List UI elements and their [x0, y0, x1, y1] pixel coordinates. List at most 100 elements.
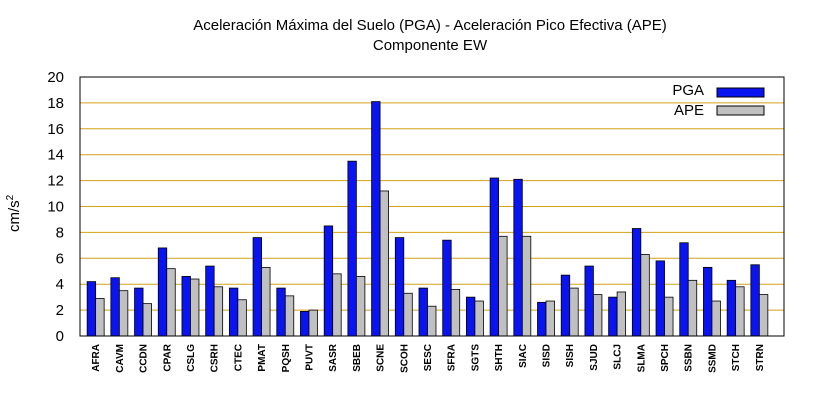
bar-pga-strn [750, 264, 760, 337]
bar-ape-sfra [450, 288, 461, 337]
bar-ape-ssmd [711, 300, 721, 337]
x-tick-label: STCH [731, 344, 742, 371]
y-tick-label: 0 [56, 328, 64, 345]
x-tick-label: SASR [328, 343, 339, 372]
legend-label-pga: PGA [672, 82, 704, 99]
bar-ape-stch [735, 286, 745, 337]
y-tick-label: 14 [47, 147, 64, 164]
bar-ape-sish [569, 287, 579, 337]
bar-ape-slma [640, 254, 650, 337]
y-axis-label-exponent: 2 [5, 194, 16, 200]
chart-subtitle: Componente EW [372, 37, 488, 54]
bar-pga-puvt [300, 310, 310, 337]
x-tick-label: SBEB [352, 344, 363, 372]
bar-ape-siac [521, 235, 532, 337]
bar-pga-slma [631, 228, 642, 337]
bar-ape-spch [664, 296, 674, 337]
y-tick-label: 6 [56, 250, 64, 267]
bar-pga-ctec [228, 287, 239, 337]
x-tick-label: SPCH [660, 344, 671, 372]
y-ticks: 0 2 4 6 8 10 12 14 16 18 20 [47, 69, 64, 345]
y-tick-label: 20 [47, 69, 64, 86]
x-tick-label: PUVT [304, 344, 315, 371]
x-tick-label: CPAR [162, 343, 173, 371]
y-tick-label: 12 [47, 173, 64, 190]
y-axis-label: cm/s2 [5, 194, 23, 232]
x-tick-label: SCNE [376, 344, 387, 372]
bar-pga-stch [726, 279, 737, 337]
bar-ape-strn [758, 294, 769, 337]
plot-frame [79, 76, 785, 337]
x-tick-label: SJUD [589, 344, 600, 371]
bar-ape-scoh [403, 292, 413, 337]
bar-ape-sasr [332, 273, 342, 337]
bar-pga-ssbn [679, 242, 689, 337]
x-tick-label: STRN [755, 344, 766, 371]
bar-pga-afra [86, 281, 97, 337]
x-tick-label: SESC [423, 344, 434, 371]
bar-pga-sjud [584, 265, 594, 337]
bar-pga-ssmd [703, 266, 713, 337]
bar-pga-cpar [157, 247, 168, 337]
bar-ape-slcj [616, 291, 627, 337]
x-tick-label: CTEC [233, 344, 244, 371]
x-tick-label: CAVM [115, 344, 126, 373]
bar-pga-spch [655, 260, 665, 337]
bar-pga-sasr [323, 225, 334, 337]
x-tick-label: AFRA [91, 344, 102, 372]
bar-ape-puvt [308, 309, 318, 337]
x-ticks: AFRA CAVM CCDN CPAR CSLG CSRH CTEC PMAT PQSH PUVT… [91, 343, 766, 373]
bar-ape-ctec [237, 299, 247, 337]
bar-ape-pmat [261, 266, 271, 337]
bar-ape-cavm [118, 290, 129, 337]
bar-pga-pmat [252, 237, 262, 337]
bar-pga-shth [489, 177, 500, 337]
bar-pga-scne [371, 101, 381, 337]
bar-ape-sisd [545, 300, 555, 337]
legend-label-ape: APE [674, 102, 704, 119]
bar-ape-sesc [427, 305, 437, 337]
bar-ape-cpar [166, 268, 176, 337]
bar-ape-afra [95, 298, 105, 337]
y-tick-label: 4 [56, 276, 64, 293]
bars [86, 101, 769, 337]
bar-ape-ccdn [142, 303, 152, 337]
y-tick-label: 18 [47, 95, 64, 112]
bar-pga-scoh [394, 237, 405, 337]
bar-pga-siac [513, 178, 523, 337]
chart-title-block: Aceleración Máxima del Suelo (PGA) - Ace… [0, 16, 820, 56]
x-tick-label: SCOH [399, 344, 410, 373]
bar-pga-sbeb [347, 160, 357, 337]
y-tick-label: 16 [47, 121, 64, 138]
x-tick-label: CCDN [139, 344, 150, 373]
x-tick-label: SLCJ [613, 344, 624, 370]
bar-pga-sfra [442, 239, 452, 337]
x-tick-label: SFRA [447, 344, 458, 371]
bar-pga-sish [560, 274, 571, 337]
bar-pga-sisd [537, 301, 547, 337]
bar-ape-sjud [593, 294, 603, 337]
bar-pga-csrh [205, 265, 215, 337]
x-tick-label: SSMD [707, 344, 718, 373]
bar-pga-sesc [418, 287, 428, 337]
chart-title: Aceleración Máxima del Suelo (PGA) - Ace… [193, 17, 667, 34]
x-tick-label: SGTS [470, 344, 481, 372]
bar-pga-slcj [608, 296, 618, 337]
x-tick-label: PQSH [281, 344, 292, 372]
bar-ape-csrh [213, 286, 224, 337]
bar-ape-pqsh [284, 295, 295, 337]
bar-pga-sgts [466, 296, 476, 337]
bar-pga-cslg [181, 276, 191, 337]
bar-ape-shth [498, 235, 508, 337]
legend-swatch-ape [716, 105, 765, 116]
bar-pga-cavm [110, 277, 120, 337]
legend-swatch-pga [716, 87, 765, 98]
x-tick-label: SIAC [518, 344, 529, 368]
bar-ape-sgts [474, 300, 484, 337]
bar-ape-scne [379, 190, 389, 337]
y-tick-label: 2 [56, 302, 64, 319]
x-tick-label: CSLG [186, 344, 197, 372]
x-tick-label: PMAT [257, 344, 268, 372]
x-tick-label: SISH [565, 344, 576, 367]
